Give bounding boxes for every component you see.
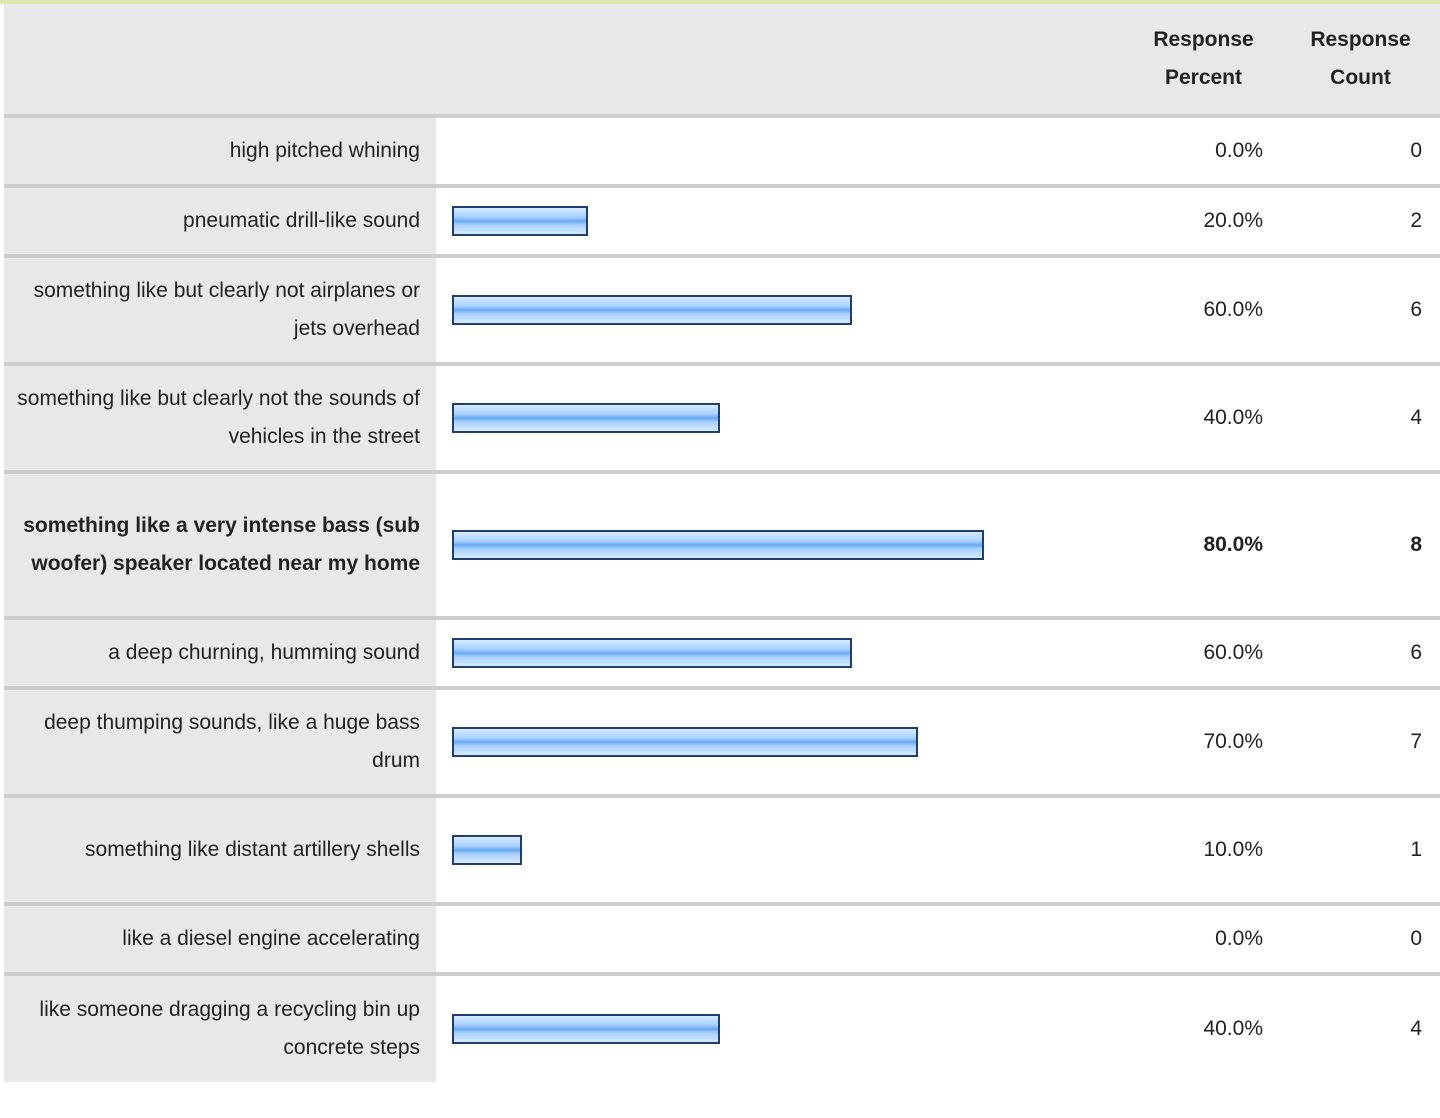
header-blank xyxy=(4,4,436,116)
bar-cell xyxy=(436,902,1126,974)
response-bar xyxy=(452,1014,720,1044)
response-percent-header-line2: Percent xyxy=(1164,66,1243,89)
response-table: Response Percent Response Count high pit… xyxy=(4,4,1440,1082)
bar-track xyxy=(452,835,1112,865)
answer-label: high pitched whining xyxy=(4,114,436,186)
response-percent: 60.0% xyxy=(1126,254,1281,364)
response-count: 4 xyxy=(1281,362,1440,472)
bar-track xyxy=(452,727,1112,757)
header-blank-bar xyxy=(436,4,1126,116)
response-count: 6 xyxy=(1281,616,1440,688)
bar-cell xyxy=(436,686,1126,796)
response-percent: 20.0% xyxy=(1126,184,1281,256)
response-percent: 10.0% xyxy=(1126,794,1281,904)
table-row: something like but clearly not airplanes… xyxy=(4,254,1440,364)
response-count: 7 xyxy=(1281,686,1440,796)
bar-cell xyxy=(436,362,1126,472)
bar-track xyxy=(452,924,1112,954)
top-rule xyxy=(0,0,1440,4)
answer-label: something like a very intense bass (sub … xyxy=(4,470,436,618)
response-count: 4 xyxy=(1281,972,1440,1082)
header-row: Response Percent Response Count xyxy=(4,4,1440,116)
response-count: 0 xyxy=(1281,114,1440,186)
response-count: 8 xyxy=(1281,470,1440,618)
response-bar xyxy=(452,530,984,560)
response-percent: 0.0% xyxy=(1126,114,1281,186)
response-count: 2 xyxy=(1281,184,1440,256)
bar-track xyxy=(452,295,1112,325)
response-bar xyxy=(452,295,852,325)
answer-label: something like but clearly not airplanes… xyxy=(4,254,436,364)
response-count-header-line2: Count xyxy=(1330,66,1391,89)
answer-label: something like but clearly not the sound… xyxy=(4,362,436,472)
answer-label: something like distant artillery shells xyxy=(4,794,436,904)
response-percent-header: Response Percent xyxy=(1126,4,1281,116)
answer-label: like someone dragging a recycling bin up… xyxy=(4,972,436,1082)
response-bar xyxy=(452,638,852,668)
response-bar xyxy=(452,403,720,433)
bar-cell xyxy=(436,794,1126,904)
response-percent: 40.0% xyxy=(1126,972,1281,1082)
response-count: 0 xyxy=(1281,902,1440,974)
response-percent-header-line1: Response xyxy=(1153,28,1254,51)
bar-cell xyxy=(436,114,1126,186)
table-row: something like distant artillery shells 1… xyxy=(4,794,1440,904)
response-bar xyxy=(452,835,522,865)
bar-cell xyxy=(436,254,1126,364)
bar-cell xyxy=(436,470,1126,618)
response-percent: 0.0% xyxy=(1126,902,1281,974)
response-percent: 80.0% xyxy=(1126,470,1281,618)
bar-cell xyxy=(436,616,1126,688)
table-row: pneumatic drill-like sound 20.0% 2 xyxy=(4,184,1440,256)
table-row: something like a very intense bass (sub … xyxy=(4,470,1440,618)
bar-track xyxy=(452,206,1112,236)
response-bar xyxy=(452,727,918,757)
response-percent: 60.0% xyxy=(1126,616,1281,688)
response-count: 1 xyxy=(1281,794,1440,904)
response-bar xyxy=(452,206,588,236)
bar-track xyxy=(452,136,1112,166)
bar-track xyxy=(452,530,1112,560)
table-row: a deep churning, humming sound 60.0% 6 xyxy=(4,616,1440,688)
table-row: something like but clearly not the sound… xyxy=(4,362,1440,472)
answer-label: like a diesel engine accelerating xyxy=(4,902,436,974)
bar-cell xyxy=(436,184,1126,256)
bar-track xyxy=(452,638,1112,668)
response-count-header-line1: Response xyxy=(1310,28,1411,51)
response-percent: 70.0% xyxy=(1126,686,1281,796)
table-row: like a diesel engine accelerating 0.0% 0 xyxy=(4,902,1440,974)
response-count-header: Response Count xyxy=(1281,4,1440,116)
answer-label: deep thumping sounds, like a huge bass d… xyxy=(4,686,436,796)
answer-label: pneumatic drill-like sound xyxy=(4,184,436,256)
table-row: high pitched whining 0.0% 0 xyxy=(4,114,1440,186)
table-row: like someone dragging a recycling bin up… xyxy=(4,972,1440,1082)
response-count: 6 xyxy=(1281,254,1440,364)
answer-label: a deep churning, humming sound xyxy=(4,616,436,688)
bar-track xyxy=(452,1014,1112,1044)
response-percent: 40.0% xyxy=(1126,362,1281,472)
table-row: deep thumping sounds, like a huge bass d… xyxy=(4,686,1440,796)
bar-cell xyxy=(436,972,1126,1082)
bar-track xyxy=(452,403,1112,433)
